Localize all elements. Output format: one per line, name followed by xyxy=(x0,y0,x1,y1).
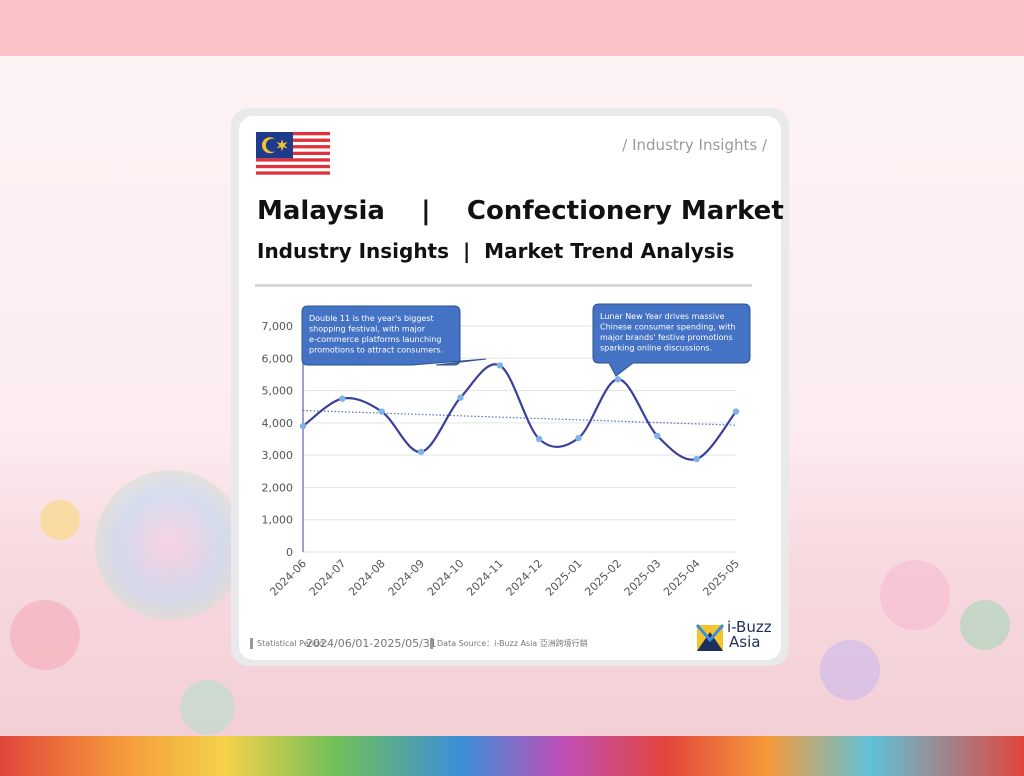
x-tick-label: 2024-11 xyxy=(464,557,506,599)
x-tick-label: 2025-04 xyxy=(661,557,703,599)
candy-decoration xyxy=(820,640,880,700)
data-point xyxy=(299,422,307,430)
page-subtitle: Industry Insights | Market Trend Analysi… xyxy=(257,239,735,263)
candy-decoration xyxy=(40,500,80,540)
page-title: Malaysia | Confectionery Market xyxy=(257,196,784,226)
x-tick-label: 2024-07 xyxy=(307,557,349,599)
logo-text-line1: i-Buzz xyxy=(727,618,772,636)
annotation-callout xyxy=(592,303,751,377)
x-tick-label: 2024-06 xyxy=(267,557,309,599)
y-tick-label: 6,000 xyxy=(262,352,294,365)
data-source-label: Data Source：i-Buzz Asia 亞洲跨境行銷 xyxy=(430,638,588,649)
statistical-period-value: 2024/06/01-2025/05/31 xyxy=(306,637,437,650)
y-tick-label: 1,000 xyxy=(262,514,294,527)
data-point xyxy=(654,432,661,439)
bottom-candy-band xyxy=(0,736,1024,776)
x-tick-label: 2025-02 xyxy=(582,557,624,599)
data-point xyxy=(575,434,582,442)
y-tick-label: 5,000 xyxy=(262,385,294,398)
data-point xyxy=(693,455,700,463)
data-point xyxy=(457,394,464,401)
series-line xyxy=(302,363,737,461)
i-buzz-logo-icon xyxy=(696,624,725,651)
candy-decoration xyxy=(95,470,245,620)
top-band xyxy=(0,0,1024,56)
x-tick-label: 2024-09 xyxy=(386,557,428,599)
y-tick-label: 4,000 xyxy=(262,417,294,430)
data-point xyxy=(417,448,425,456)
data-point xyxy=(496,362,504,369)
data-point xyxy=(339,395,346,402)
y-tick-label: 2,000 xyxy=(262,481,294,494)
data-point xyxy=(535,435,543,443)
annotation-text: Double 11 is the year's biggest shopping … xyxy=(309,314,443,355)
x-tick-label: 2024-12 xyxy=(504,557,546,599)
candy-decoration xyxy=(880,560,950,630)
candy-decoration xyxy=(960,600,1010,650)
industry-insights-tag: / Industry Insights / xyxy=(622,136,767,154)
title-divider xyxy=(255,284,752,287)
trend-line-chart: 0 1,000 2,000 3,000 4,000 5,000 6,000 7,000 2024… xyxy=(262,303,751,599)
x-tick-label: 2025-05 xyxy=(700,557,742,599)
y-tick-label: 7,000 xyxy=(262,320,294,333)
x-tick-label: 2025-01 xyxy=(543,557,585,599)
info-card xyxy=(239,116,781,660)
x-tick-label: 2024-08 xyxy=(346,557,388,599)
malaysia-flag-icon xyxy=(256,132,330,178)
candy-decoration xyxy=(180,680,235,735)
trendline xyxy=(302,409,737,426)
annotation-callout xyxy=(301,305,487,366)
data-point xyxy=(614,376,622,383)
y-tick-label: 3,000 xyxy=(262,449,294,462)
logo-text: i-Buzz Asia xyxy=(727,620,772,650)
logo-text-line2: Asia xyxy=(729,633,761,651)
data-point xyxy=(732,408,740,415)
data-point xyxy=(378,408,385,415)
y-tick-label: 0 xyxy=(286,546,293,559)
x-tick-label: 2024-10 xyxy=(425,557,467,599)
annotation-text: Lunar New Year drives massive Chinese con… xyxy=(600,312,735,353)
candy-decoration xyxy=(10,600,80,670)
x-tick-label: 2025-03 xyxy=(622,557,664,599)
statistical-period-label: Statistical Period： xyxy=(250,638,332,649)
